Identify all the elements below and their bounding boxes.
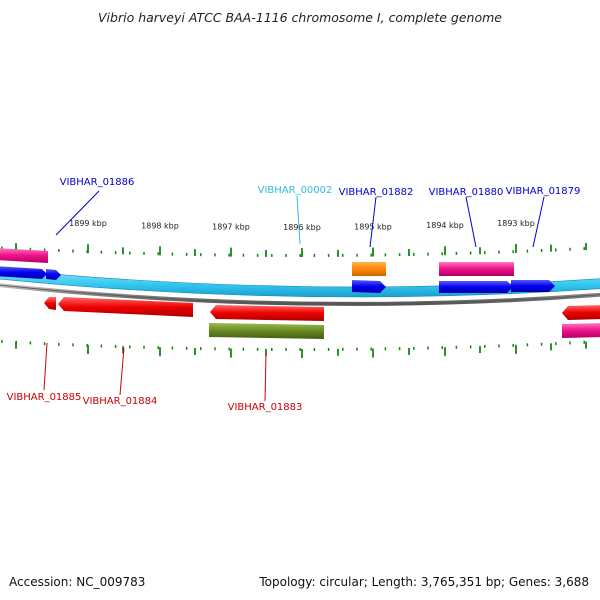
rna-gene-lower[interactable] (562, 323, 600, 338)
gene-label-vibhar-01886[interactable]: VIBHAR_01886 (60, 177, 135, 188)
scale-tick-label: 1893 kbp (497, 219, 535, 228)
forward-gene-vibhar-01879[interactable] (511, 280, 555, 292)
scale-tick-label: 1897 kbp (212, 223, 250, 232)
map-title: Vibrio harveyi ATCC BAA-1116 chromosome … (98, 10, 502, 25)
upper-feature-track (0, 248, 514, 276)
forward-gene-arrow[interactable] (46, 269, 61, 280)
genome-map: 1899 kbp 1898 kbp 1897 kbp 1896 kbp 1895 kbp… (0, 177, 600, 413)
other-gene-vibhar-01883[interactable] (209, 323, 324, 339)
forward-gene-arrow[interactable] (0, 266, 47, 279)
scale-tick-label: 1896 kbp (283, 223, 321, 232)
gene-labels: VIBHAR_01886 VIBHAR_00002 VIBHAR_01882 V… (7, 177, 581, 413)
gene-label-vibhar-00002[interactable]: VIBHAR_00002 (258, 185, 333, 196)
genome-summary: Topology: circular; Length: 3,765,351 bp… (259, 575, 589, 589)
reverse-gene-arrow[interactable] (562, 305, 600, 320)
scale-tick-label: 1899 kbp (69, 219, 107, 228)
forward-gene-vibhar-01882[interactable] (352, 280, 386, 293)
accession-label: Accession: NC_009783 (9, 575, 146, 589)
reverse-genes (44, 297, 600, 321)
reverse-gene-vibhar-01883[interactable] (210, 305, 324, 321)
label-leader-lines (43, 190, 545, 402)
scale-ticks: 1899 kbp 1898 kbp 1897 kbp 1896 kbp 1895 kbp… (1, 219, 587, 358)
reverse-gene-vibhar-01885[interactable] (44, 297, 56, 310)
rna-gene-vibhar-01886[interactable] (0, 248, 48, 263)
scale-tick-label: 1898 kbp (141, 221, 179, 230)
gene-label-vibhar-01884[interactable]: VIBHAR_01884 (83, 396, 158, 407)
rna-gene-vibhar-01880-upper[interactable] (439, 262, 514, 276)
gene-label-vibhar-01882[interactable]: VIBHAR_01882 (339, 187, 414, 198)
gene-label-vibhar-01883[interactable]: VIBHAR_01883 (228, 402, 303, 413)
forward-gene-vibhar-01880[interactable] (439, 281, 513, 293)
trna-gene-vibhar-00002[interactable] (352, 262, 386, 276)
scale-tick-label: 1894 kbp (426, 221, 464, 230)
gene-label-vibhar-01879[interactable]: VIBHAR_01879 (506, 186, 581, 197)
scale-tick-label: 1895 kbp (354, 223, 392, 232)
forward-genes (0, 266, 555, 293)
gene-label-vibhar-01885[interactable]: VIBHAR_01885 (7, 392, 82, 403)
reverse-gene-vibhar-01884[interactable] (58, 297, 193, 317)
lower-feature-track (209, 323, 600, 339)
gene-label-vibhar-01880[interactable]: VIBHAR_01880 (429, 187, 504, 198)
